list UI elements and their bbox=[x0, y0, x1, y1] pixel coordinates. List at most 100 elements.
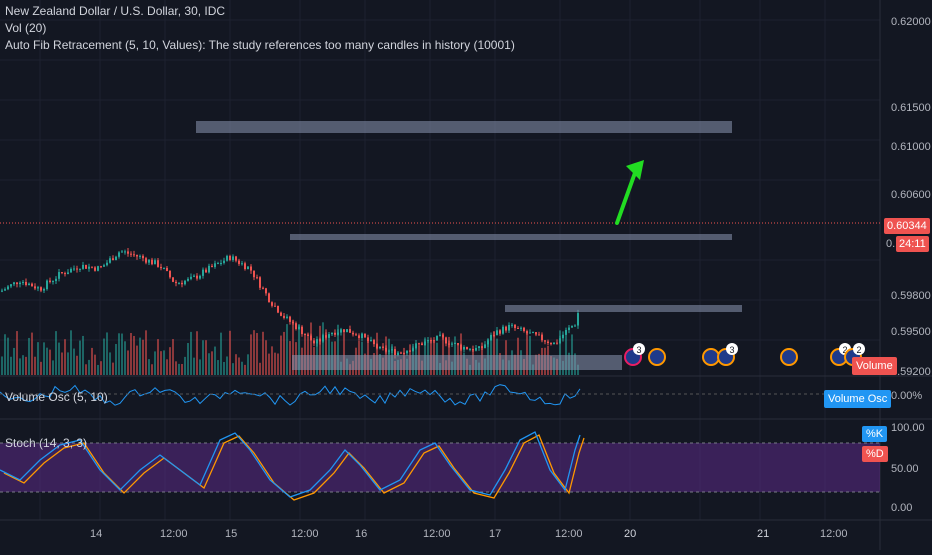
candle-body bbox=[271, 302, 273, 306]
volume-bar bbox=[145, 330, 147, 375]
candle-body bbox=[556, 342, 558, 344]
candle-body bbox=[313, 340, 315, 344]
candle-body bbox=[46, 280, 48, 290]
volume-bar bbox=[97, 364, 99, 375]
volume-bar bbox=[271, 346, 273, 375]
volume-bar bbox=[256, 333, 258, 375]
volume-bar bbox=[220, 332, 222, 375]
candle-body bbox=[235, 256, 237, 261]
volume-bar bbox=[175, 361, 177, 375]
volume-bar bbox=[166, 359, 168, 375]
volume-bar bbox=[274, 352, 276, 375]
volume-bar bbox=[22, 355, 24, 375]
volume-bar bbox=[121, 333, 123, 375]
candle-body bbox=[91, 266, 93, 268]
volume-bar bbox=[493, 331, 495, 375]
candle-body bbox=[118, 252, 120, 257]
volume-bar bbox=[199, 359, 201, 375]
candle-body bbox=[451, 343, 453, 345]
volume-osc-label[interactable]: Volume Osc (5, 10) bbox=[5, 390, 108, 404]
volume-bar bbox=[37, 342, 39, 375]
stoch-tick-label: 100.00 bbox=[891, 422, 925, 434]
volume-bar bbox=[238, 357, 240, 375]
candle-body bbox=[166, 267, 168, 271]
candle-body bbox=[406, 350, 408, 354]
volume-bar bbox=[103, 338, 105, 375]
candle-body bbox=[286, 316, 288, 318]
volume-bar bbox=[133, 335, 135, 375]
candle-body bbox=[253, 270, 255, 278]
volume-bar bbox=[208, 353, 210, 375]
candle-body bbox=[220, 262, 222, 264]
candle-body bbox=[136, 254, 138, 257]
volume-bar bbox=[58, 342, 60, 375]
volume-bar bbox=[292, 319, 294, 375]
candle-body bbox=[496, 330, 498, 336]
stoch-label[interactable]: Stoch (14, 3, 3) bbox=[5, 436, 88, 450]
candle-body bbox=[280, 312, 282, 316]
volume-indicator-label[interactable]: Vol (20) bbox=[5, 21, 47, 35]
volume-bar bbox=[49, 349, 51, 375]
candle-body bbox=[397, 352, 399, 356]
volume-bar bbox=[232, 363, 234, 375]
current-price-tag: 0.60344 bbox=[884, 218, 930, 234]
volume-bar bbox=[73, 348, 75, 375]
volume-bar bbox=[70, 330, 72, 375]
price-tick-label: 0.62000 bbox=[891, 16, 931, 28]
candle-body bbox=[475, 348, 477, 351]
price-tick-label: 0.59800 bbox=[891, 290, 931, 302]
volume-bar bbox=[142, 339, 144, 375]
volume-bar bbox=[76, 355, 78, 375]
volume-bar bbox=[178, 363, 180, 375]
event-count-text: 3 bbox=[729, 345, 734, 355]
volume-bar bbox=[139, 337, 141, 375]
volume-bar bbox=[112, 362, 114, 375]
candle-body bbox=[184, 280, 186, 285]
volume-bar bbox=[565, 334, 567, 375]
candle-body bbox=[13, 282, 15, 285]
volume-bar bbox=[82, 335, 84, 375]
candle-body bbox=[142, 255, 144, 259]
candle-body bbox=[214, 263, 216, 267]
fib-indicator-label[interactable]: Auto Fib Retracement (5, 10, Values): Th… bbox=[5, 38, 515, 52]
symbol-title[interactable]: New Zealand Dollar / U.S. Dollar, 30, ID… bbox=[5, 4, 226, 18]
stoch-d-line bbox=[3, 434, 585, 501]
volume-bar bbox=[106, 332, 108, 375]
time-tick-label: 14 bbox=[90, 528, 103, 540]
candle-body bbox=[508, 324, 510, 331]
candle-body bbox=[262, 287, 264, 289]
price-tick-label: 0.59500 bbox=[891, 326, 931, 338]
candle-body bbox=[58, 272, 60, 279]
candle-body bbox=[466, 347, 468, 350]
candle-body bbox=[250, 266, 252, 271]
volume-bar bbox=[1, 356, 3, 375]
candle-body bbox=[463, 347, 465, 350]
volume-bar bbox=[322, 322, 324, 375]
volume-bar bbox=[124, 341, 126, 375]
candle-body bbox=[349, 329, 351, 333]
candle-body bbox=[193, 275, 195, 277]
candle-body bbox=[484, 344, 486, 348]
candle-body bbox=[94, 267, 96, 271]
volume-bar bbox=[205, 340, 207, 375]
candle-body bbox=[55, 278, 57, 282]
price-tick-label: 0.60600 bbox=[891, 189, 931, 201]
zone-rect bbox=[290, 234, 732, 240]
volume-bar bbox=[193, 357, 195, 375]
green-arrow-head bbox=[626, 160, 644, 180]
candle-body bbox=[106, 262, 108, 266]
volume-bar bbox=[172, 339, 174, 375]
volume-bar bbox=[7, 337, 9, 375]
candle-body bbox=[172, 277, 174, 282]
volume-bar bbox=[376, 332, 378, 375]
volume-bar bbox=[10, 356, 12, 375]
candle-body bbox=[109, 258, 111, 263]
candle-body bbox=[517, 327, 519, 329]
candle-body bbox=[361, 333, 363, 339]
candle-body bbox=[16, 282, 18, 285]
candle-body bbox=[40, 287, 42, 291]
candle-body bbox=[52, 281, 54, 283]
volume-bar bbox=[304, 334, 306, 375]
candle-body bbox=[535, 332, 537, 335]
